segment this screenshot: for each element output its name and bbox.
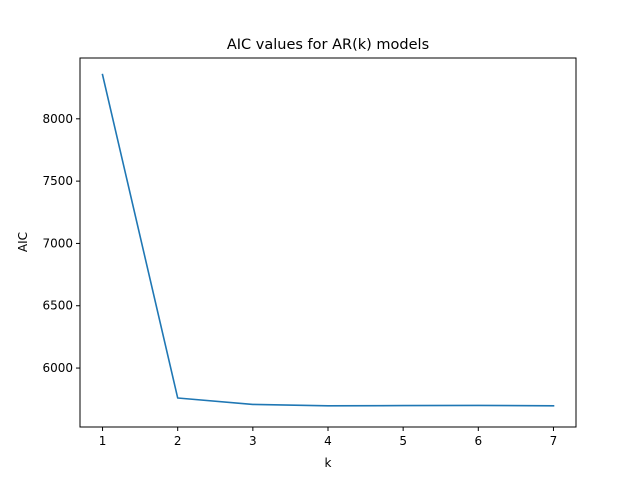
y-tick-label: 6500 <box>42 299 73 313</box>
y-tick-label: 7000 <box>42 236 73 250</box>
plot-area: 1 2 3 4 5 6 7 6000 6500 7000 7500 8000 <box>42 73 558 448</box>
axes-frame <box>79 57 577 428</box>
x-tick-label: 5 <box>399 434 407 448</box>
y-tick-label: 8000 <box>42 112 73 126</box>
x-axis-label: k <box>325 456 332 470</box>
x-tick-label: 7 <box>550 434 558 448</box>
series-line <box>101 73 555 407</box>
y-axis-label: AIC <box>16 232 30 252</box>
y-tick-label: 6000 <box>42 361 73 375</box>
x-tick-label: 2 <box>174 434 182 448</box>
chart-title: AIC values for AR(k) models <box>227 37 429 53</box>
y-tick-label: 7500 <box>42 174 73 188</box>
x-tick-label: 4 <box>324 434 332 448</box>
x-tick-label: 1 <box>99 434 107 448</box>
x-tick-label: 6 <box>474 434 482 448</box>
x-tick-label: 3 <box>249 434 257 448</box>
